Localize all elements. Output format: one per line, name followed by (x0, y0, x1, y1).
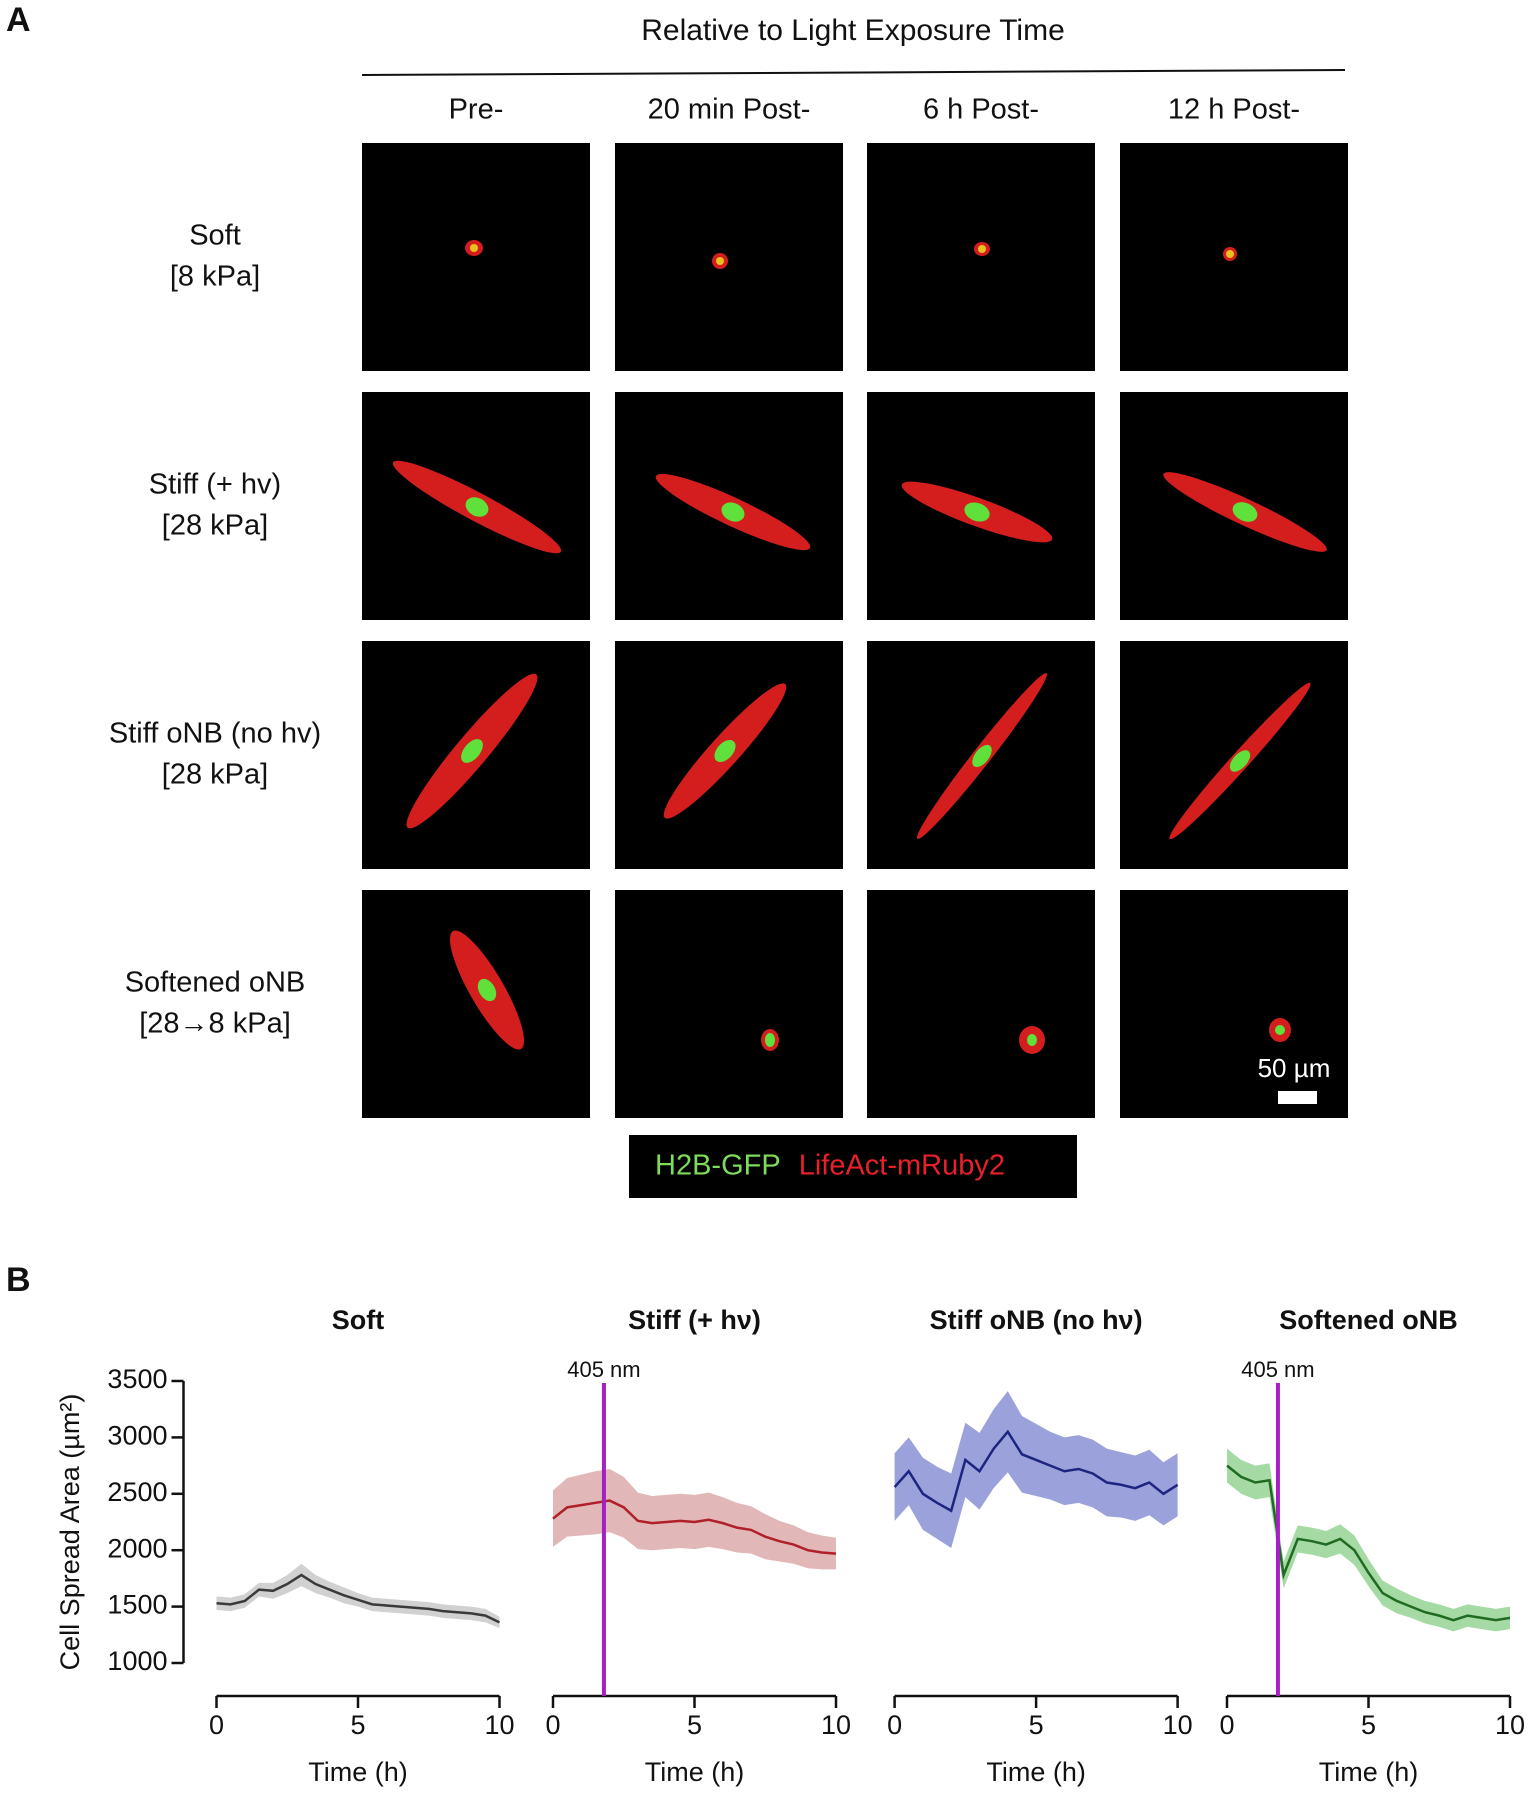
nucleus (978, 245, 986, 253)
x-axis-label: Time (h) (1319, 1757, 1419, 1787)
legend-entry: LifeAct-mRuby2 (799, 1150, 1005, 1182)
y-tick-label: 1000 (107, 1646, 167, 1676)
image-background (867, 890, 1095, 1118)
nucleus (972, 744, 992, 768)
y-tick-label: 3500 (107, 1364, 167, 1394)
image-background (867, 143, 1095, 371)
y-tick-label: 2500 (107, 1477, 167, 1507)
error-band (216, 1563, 500, 1629)
x-axis-label: Time (h) (308, 1757, 408, 1787)
y-tick-label: 1500 (107, 1590, 167, 1620)
micrograph (867, 890, 1095, 1118)
header: Relative to Light Exposure Time (641, 14, 1065, 47)
micrograph (867, 392, 1095, 620)
micrograph (1120, 641, 1348, 869)
chart-title: Stiff oNB (no hν) (930, 1305, 1143, 1335)
micrograph (615, 641, 843, 869)
legend-entry: H2B-GFP (655, 1150, 781, 1182)
mean-line (893, 1429, 1179, 1513)
micrograph (867, 143, 1095, 371)
nucleus (461, 739, 483, 763)
micrograph (1120, 392, 1348, 620)
x-tick-label: 5 (1029, 1710, 1044, 1740)
micrograph (362, 143, 590, 371)
row-label: [28 kPa] (162, 510, 268, 542)
y-tick-label: 3000 (107, 1421, 167, 1451)
micrograph (1120, 890, 1348, 1118)
annotation: 405 nm (567, 1357, 640, 1382)
row-label: [28→8 kPa] (139, 1008, 291, 1040)
row-label: Stiff oNB (no hv) (109, 718, 321, 750)
micrograph (1120, 143, 1348, 371)
nucleus (1226, 250, 1234, 258)
row-label: [8 kPa] (170, 261, 260, 293)
image-background (1120, 890, 1348, 1118)
nucleus (765, 1033, 775, 1047)
row-label: Softened oNB (125, 967, 306, 999)
column-header: 6 h Post- (923, 94, 1039, 126)
image-background (362, 143, 590, 371)
row-label: Stiff (+ hv) (149, 469, 281, 501)
error-band (553, 1468, 836, 1570)
x-axis-label: Time (h) (986, 1757, 1086, 1787)
error-band (1227, 1448, 1510, 1632)
x-tick-label: 0 (209, 1710, 224, 1740)
nucleus (1027, 1034, 1037, 1046)
x-tick-label: 0 (1219, 1710, 1234, 1740)
image-background (615, 890, 843, 1118)
micrograph (362, 641, 590, 869)
header-rule (361, 69, 1346, 76)
scale-bar-label: 50 µm (1258, 1053, 1331, 1083)
chart-title: Softened oNB (1279, 1305, 1458, 1335)
nucleus (1275, 1025, 1285, 1035)
chart-title: Stiff (+ hν) (628, 1305, 761, 1335)
nucleus (716, 257, 724, 265)
micrograph (362, 890, 590, 1118)
error-band (894, 1391, 1178, 1548)
column-header: 20 min Post- (648, 94, 811, 126)
micrograph (867, 641, 1095, 869)
mean-line (216, 1573, 501, 1624)
x-tick-label: 5 (1361, 1710, 1376, 1740)
micrograph (615, 890, 843, 1118)
y-axis-label: Cell Spread Area (µm²) (55, 1394, 85, 1671)
x-tick-label: 10 (1163, 1710, 1193, 1740)
x-tick-label: 10 (821, 1710, 851, 1740)
x-tick-label: 10 (1495, 1710, 1525, 1740)
nucleus (470, 244, 478, 252)
chart-title: Soft (332, 1305, 384, 1335)
x-tick-label: 0 (545, 1710, 560, 1740)
y-tick-label: 2000 (107, 1533, 167, 1563)
mean-line (552, 1499, 837, 1555)
nucleus (714, 739, 736, 763)
annotation: 405 nm (1241, 1357, 1314, 1382)
panel-label: B (6, 1261, 31, 1299)
micrograph (362, 392, 590, 620)
x-tick-label: 5 (350, 1710, 365, 1740)
micrograph (615, 143, 843, 371)
x-axis-label: Time (h) (645, 1757, 745, 1787)
column-header: Pre- (449, 94, 504, 126)
x-tick-label: 0 (887, 1710, 902, 1740)
nucleus (465, 497, 489, 517)
legend-box (629, 1135, 1077, 1198)
x-tick-label: 10 (484, 1710, 514, 1740)
nucleus (964, 502, 990, 522)
micrograph (615, 392, 843, 620)
row-label: [28 kPa] (162, 759, 268, 791)
image-background (615, 143, 843, 371)
row-label: Soft (189, 220, 241, 252)
scale-bar (1278, 1091, 1317, 1104)
nucleus (721, 502, 745, 522)
mean-line (1226, 1464, 1511, 1622)
panel-label: A (6, 1, 31, 39)
nucleus (477, 978, 497, 1002)
x-tick-label: 5 (687, 1710, 702, 1740)
column-header: 12 h Post- (1168, 94, 1300, 126)
nucleus (1232, 502, 1258, 522)
nucleus (1229, 750, 1251, 772)
